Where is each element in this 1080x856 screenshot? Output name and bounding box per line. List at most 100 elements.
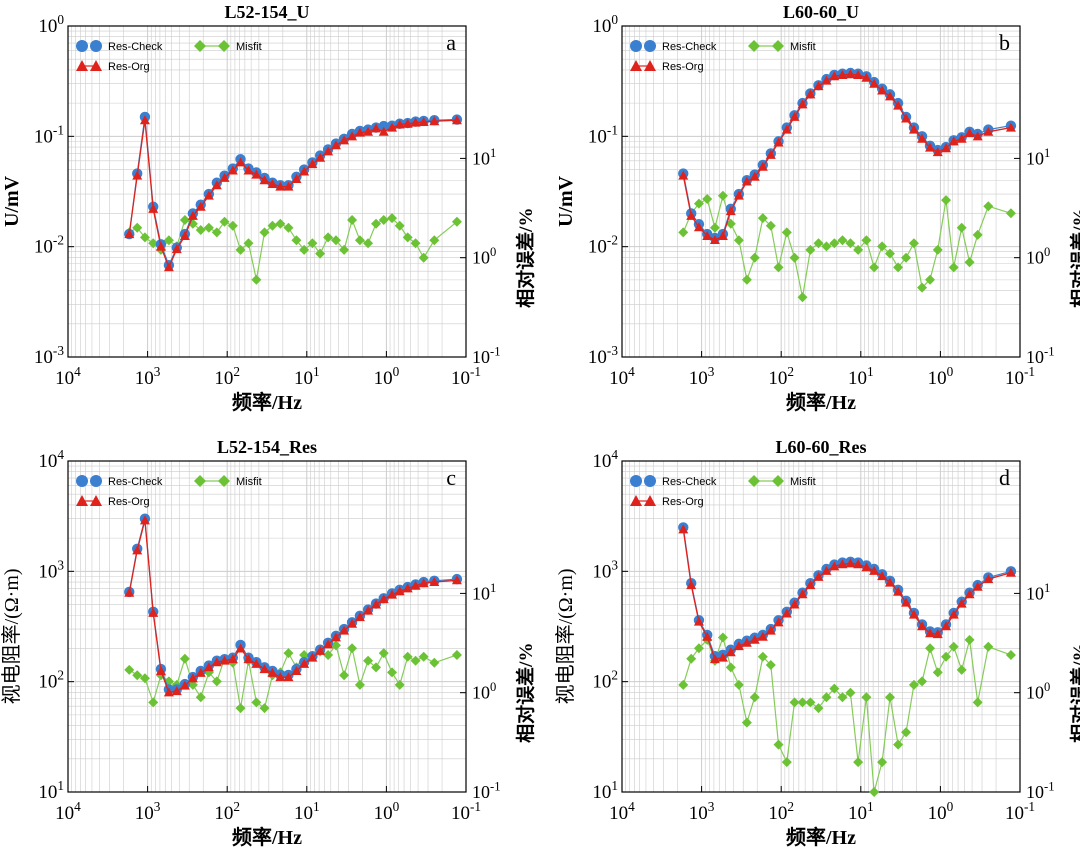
chart-a-misfit-point	[275, 218, 286, 229]
chart-b-misfit-point	[925, 274, 936, 285]
chart-b-x-tick-label: 103	[689, 364, 715, 389]
chart-d-misfit-point	[908, 679, 919, 690]
chart-b-misfit-point	[877, 241, 888, 252]
chart-b-org-point	[773, 137, 784, 147]
chart-a-legend-misfit-marker	[194, 40, 206, 52]
chart-b-x-tick-label: 101	[848, 364, 874, 389]
chart-d-misfit-point	[972, 697, 983, 708]
chart-a-misfit-point	[179, 214, 190, 225]
chart-a-y2-tick-label: 10-1	[472, 344, 501, 367]
chart-b-misfit-point	[702, 194, 713, 205]
chart-c-org-point	[211, 657, 222, 667]
chart-d-legend-misfit-label: Misfit	[790, 476, 816, 488]
chart-d-misfit-point	[757, 651, 768, 662]
chart-b-misfit-point	[845, 238, 856, 249]
chart-c-org-point	[259, 664, 270, 674]
chart-a-x-tick-label: 103	[135, 364, 161, 389]
chart-b-misfit-point	[964, 257, 975, 268]
chart-c-org-point	[323, 639, 334, 649]
chart-b-org-point	[908, 124, 919, 134]
chart-a-misfit-point	[283, 222, 294, 233]
chart-c-panel-label: c	[446, 465, 456, 490]
chart-a-misfit-point	[195, 225, 206, 236]
chart-b-org-point	[869, 78, 880, 88]
chart-d-legend: Res-Check Misfit Res-Org	[630, 475, 816, 508]
chart-b-misfit-point	[797, 292, 808, 303]
chart-b-misfit-point	[773, 262, 784, 273]
chart-a-legend-check-label: Res-Check	[108, 41, 163, 53]
chart-a-misfit-point	[378, 214, 389, 225]
chart-d-x-tick-label: 102	[768, 799, 794, 824]
chart-a-y2-tick-label: 100	[472, 245, 496, 268]
chart-c-misfit-point	[283, 648, 294, 659]
chart-c-plot-area	[68, 461, 466, 792]
chart-c-misfit-point	[410, 655, 421, 666]
chart-a-y-tick-label: 10-3	[34, 343, 64, 368]
chart-c-org-point	[291, 665, 302, 675]
chart-b-org-point	[757, 161, 768, 171]
chart-c-org-point	[299, 658, 310, 668]
chart-b-misfit-point	[908, 238, 919, 249]
chart-b-org-point	[725, 206, 736, 216]
chart-d-misfit-point	[797, 697, 808, 708]
chart-c-org-point	[267, 667, 278, 677]
chart-b-org-point	[741, 176, 752, 186]
chart-c-y-tick-label: 101	[38, 778, 64, 803]
chart-d-misfit-point	[678, 679, 689, 690]
chart-d-misfit-point	[869, 787, 880, 797]
chart-b-org-point	[932, 147, 943, 157]
chart-b-y2-tick-label: 101	[1026, 146, 1050, 169]
chart-d-misfit-point	[901, 727, 912, 738]
chart-b-org-point	[1005, 122, 1016, 132]
chart-d-misfit-point	[725, 662, 736, 673]
chart-d-org-point	[964, 589, 975, 599]
chart-d-org-point	[837, 559, 848, 569]
chart-d-org-point	[765, 625, 776, 635]
chart-a-org-point	[371, 123, 382, 133]
chart-d-org-point	[702, 631, 713, 641]
chart-a-org-point	[323, 146, 334, 156]
chart-a-org-point	[418, 116, 429, 126]
chart-c-misfit-point	[347, 643, 358, 654]
chart-a-grid	[68, 26, 466, 357]
chart-d-frame	[621, 460, 1021, 793]
chart-b-org-point	[717, 230, 728, 240]
chart-c-org-point	[315, 645, 326, 655]
chart-c-misfit-point	[179, 653, 190, 664]
chart-d-misfit-point	[789, 697, 800, 708]
chart-c-title: L52-154_Res	[217, 437, 317, 457]
chart-d-org-point	[797, 589, 808, 599]
chart-a-misfit-point	[243, 238, 254, 249]
chart-b-legend-org-marker	[630, 60, 642, 71]
chart-a-x-tick-label: 10-1	[451, 364, 481, 389]
chart-d: 104 103 102 101 100 10-1 104 103 102 101 101 100 10-…	[554, 437, 1080, 849]
chart-a-misfit-point	[451, 216, 462, 227]
chart-d-org-point	[781, 608, 792, 618]
chart-d-org-point	[972, 581, 983, 591]
chart-b-misfit-point	[765, 220, 776, 231]
chart-c-misfit-point	[429, 657, 440, 668]
chart-a-org-point	[211, 180, 222, 190]
chart-b-org-point	[853, 69, 864, 79]
chart-c-misfit-point	[195, 692, 206, 703]
chart-b-misfit-point	[678, 227, 689, 238]
chart-a-org-point	[394, 119, 405, 129]
chart-b-legend: Res-Check Misfit Res-Org	[630, 40, 816, 73]
chart-b-misfit-point	[893, 262, 904, 273]
chart-b-misfit-point	[983, 201, 994, 212]
chart-b-org-point	[709, 234, 720, 244]
chart-a-org-point	[259, 175, 270, 185]
chart-b-org-point	[972, 131, 983, 141]
chart-d-misfit-point	[964, 634, 975, 645]
chart-d-misfit-point	[948, 641, 959, 652]
chart-a-org-point	[315, 152, 326, 162]
chart-b-misfit-point	[693, 198, 704, 209]
chart-a-legend-org-label: Res-Org	[108, 61, 150, 73]
chart-c-misfit-point	[132, 670, 143, 681]
chart-b-legend-org-marker	[644, 60, 656, 71]
chart-d-misfit-point	[717, 632, 728, 643]
chart-b-misfit-point	[972, 229, 983, 240]
chart-b-org-point	[956, 133, 967, 143]
chart-d-y2-tick-label: 101	[1026, 581, 1050, 604]
chart-a-misfit-point	[267, 220, 278, 231]
